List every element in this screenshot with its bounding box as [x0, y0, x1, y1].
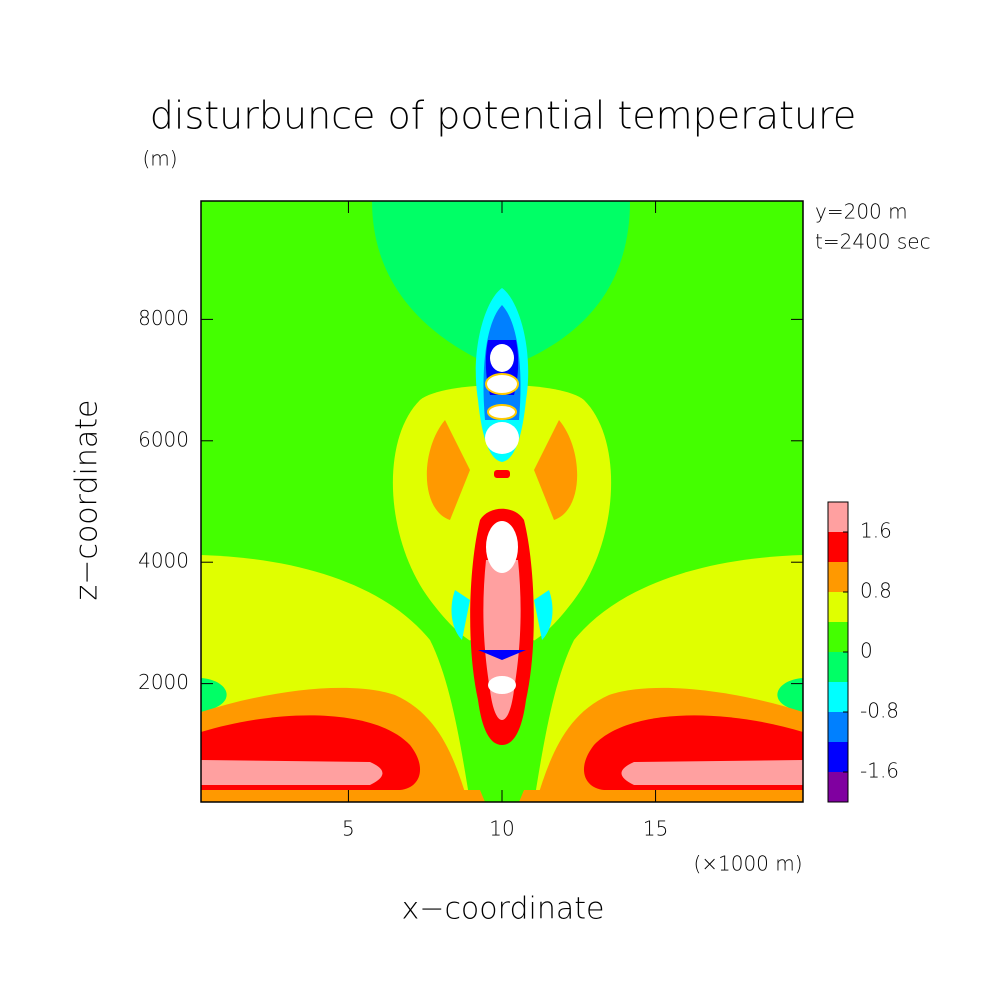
y-tick-label: 4000 — [138, 549, 189, 573]
y-tick-label: 8000 — [138, 306, 189, 330]
contour-band — [201, 760, 383, 785]
out-of-range — [486, 521, 518, 573]
colorbar-swatch — [828, 562, 848, 592]
contour-band — [201, 678, 227, 712]
x-unit: (×1000 m) — [693, 852, 802, 876]
y-tick-label: 2000 — [138, 670, 189, 694]
contour-band — [534, 590, 553, 640]
colorbar-swatch — [828, 712, 848, 742]
chart-title: disturbunce of potential temperature — [150, 94, 856, 138]
colorbar-tick-label: -0.8 — [860, 699, 899, 723]
annotation: y=200 m — [815, 200, 908, 224]
colorbar-swatch — [828, 592, 848, 622]
colorbar-tick-label: -1.6 — [860, 759, 899, 783]
colorbar-tick-label: 1.6 — [860, 519, 892, 543]
contour-band — [426, 420, 578, 520]
out-of-range — [487, 404, 517, 420]
out-of-range — [490, 344, 514, 372]
contour-band — [201, 790, 485, 802]
contour-band — [494, 470, 510, 478]
y-axis-label: z−coordinate — [70, 400, 105, 601]
colorbar-tick-label: 0 — [860, 639, 873, 663]
colorbar-swatch — [828, 652, 848, 682]
colorbar-swatch — [828, 502, 848, 532]
out-of-range — [485, 422, 519, 454]
x-tick-label: 10 — [489, 817, 514, 841]
x-axis-label: x−coordinate — [402, 892, 605, 927]
out-of-range — [488, 676, 516, 694]
contour-field — [201, 201, 803, 802]
colorbar-swatch — [828, 622, 848, 652]
colorbar-tick-label: 0.8 — [860, 579, 892, 603]
colorbar-swatch — [828, 682, 848, 712]
y-tick-label: 6000 — [138, 427, 189, 451]
y-unit: (m) — [142, 147, 177, 171]
contour-band — [372, 201, 630, 360]
x-tick-label: 5 — [342, 817, 355, 841]
colorbar-swatch — [828, 532, 848, 562]
out-of-range — [485, 373, 519, 395]
annotation: t=2400 sec — [815, 230, 931, 254]
x-tick-label: 15 — [643, 817, 668, 841]
contour-band — [478, 650, 526, 660]
contour-half — [201, 555, 485, 802]
colorbar-swatch — [828, 772, 848, 802]
contour-band — [451, 590, 470, 640]
colorbar-swatch — [828, 742, 848, 772]
